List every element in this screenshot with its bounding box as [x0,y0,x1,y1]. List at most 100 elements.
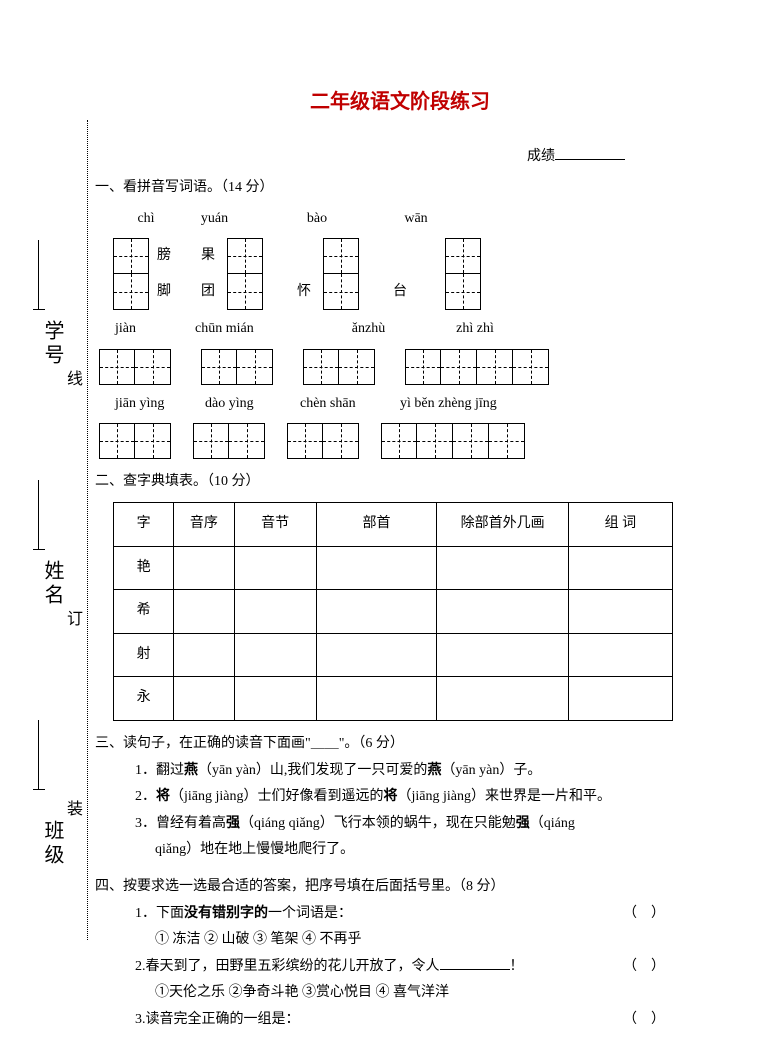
section-1: 一、看拼音写词语。（14 分） chì yuán bào wān 膀 脚 果 团 [95,175,705,459]
table-cell[interactable] [174,677,234,721]
tianzige-box[interactable] [453,423,489,459]
table-cell: 艳 [114,546,174,590]
answer-paren[interactable]: （ ） [623,901,665,928]
tianzige-box[interactable] [323,238,359,274]
table-cell[interactable] [316,546,437,590]
tianzige-box[interactable] [445,274,481,310]
table-cell: 希 [114,590,174,634]
text: （jiāng jiàng）来世界是一片和平。 [398,789,612,804]
table-cell[interactable] [568,677,672,721]
table-cell[interactable] [174,633,234,677]
pinyin: jiān yìng [115,391,205,418]
tianzige-box[interactable] [513,349,549,385]
answer-paren[interactable]: （ ） [623,1007,665,1034]
char-hint [393,243,407,270]
tianzige-box[interactable] [99,423,135,459]
tianzige-box[interactable] [441,349,477,385]
tianzige-box[interactable] [135,423,171,459]
margin-label-class: 班级 [38,820,67,868]
tianzige-box[interactable] [303,349,339,385]
tianzige-box[interactable] [445,238,481,274]
score-blank[interactable] [555,144,625,160]
table-cell[interactable] [234,677,316,721]
text: （qiáng qiǎng）飞行本领的蜗牛，现在只能勉 [240,816,516,831]
section-4-heading: 四、按要求选一选最合适的答案，把序号填在后面括号里。（8 分） [95,874,705,901]
tianzige-box[interactable] [229,423,265,459]
bold-char: 将 [384,789,398,804]
tianzige-box[interactable] [417,423,453,459]
tianzige-box[interactable] [339,349,375,385]
q4-1-opts: ① 冻洁 ② 山破 ③ 笔架 ④ 不再乎 [155,927,705,954]
table-cell[interactable] [568,633,672,677]
pinyin: chūn mián [195,316,305,343]
tianzige-box[interactable] [381,423,417,459]
tianzige-box[interactable] [237,349,273,385]
margin-char-ding: 订 [60,610,84,626]
text: （jiāng jiàng）士们好像看到遥远的 [170,789,384,804]
tianzige-box[interactable] [489,423,525,459]
table-cell[interactable] [568,546,672,590]
table-cell[interactable] [234,633,316,677]
q3-3-cont: qiǎng）地在地上慢慢地爬行了。 [155,837,705,864]
margin-slot [38,720,39,790]
bold-text: 没有错别字的 [184,906,268,921]
table-cell: 永 [114,677,174,721]
tianzige-box[interactable] [323,423,359,459]
section-4: 四、按要求选一选最合适的答案，把序号填在后面括号里。（8 分） 1．下面没有错别… [95,874,705,1034]
text: 一个词语是： [268,906,352,921]
table-header: 除部首外几画 [437,502,569,546]
margin-char-xian: 线 [60,370,84,386]
tianzige-box[interactable] [201,349,237,385]
pinyin: chèn shān [300,391,400,418]
char-hint: 台 [393,279,407,306]
pinyin: zhì zhì [425,316,525,343]
table-cell[interactable] [316,633,437,677]
margin-char-zhuang: 装 [60,800,84,816]
text: 2． [135,789,156,804]
tianzige-box[interactable] [227,238,263,274]
bold-char: 燕 [184,763,198,778]
table-cell[interactable] [174,546,234,590]
text: （qiáng [530,816,575,831]
char-hint [297,243,311,270]
tianzige-box[interactable] [477,349,513,385]
table-cell[interactable] [316,590,437,634]
table-cell[interactable] [234,546,316,590]
tianzige-box[interactable] [113,238,149,274]
page-title: 二年级语文阶段练习 [95,85,705,114]
pinyin: wān [372,206,460,233]
table-cell[interactable] [437,677,569,721]
text: （yān yàn）子。 [441,763,541,778]
answer-paren[interactable]: （ ） [623,954,665,981]
tianzige-box[interactable] [227,274,263,310]
q3-3: 3．曾经有着高强（qiáng qiǎng）飞行本领的蜗牛，现在只能勉强（qián… [135,811,705,838]
tianzige-box[interactable] [193,423,229,459]
margin-slot [38,480,39,550]
section-2-heading: 二、查字典填表。（10 分） [95,469,705,496]
table-cell[interactable] [437,590,569,634]
pinyin: yuán [167,206,262,233]
table-cell[interactable] [316,677,437,721]
blank[interactable] [440,954,510,970]
char-hint: 团 [201,279,215,306]
table-header: 字 [114,502,174,546]
table-cell[interactable] [437,633,569,677]
tianzige-box[interactable] [135,349,171,385]
tianzige-box[interactable] [405,349,441,385]
pinyin: bào [262,206,372,233]
table-cell[interactable] [437,546,569,590]
table-cell: 射 [114,633,174,677]
table-cell[interactable] [174,590,234,634]
tianzige-box[interactable] [323,274,359,310]
bold-char: 强 [516,816,530,831]
pinyin: chì [125,206,167,233]
tianzige-box[interactable] [113,274,149,310]
tianzige-box[interactable] [287,423,323,459]
q3-2: 2．将（jiāng jiàng）士们好像看到遥远的将（jiāng jiàng）来… [135,784,705,811]
table-header: 部首 [316,502,437,546]
table-cell[interactable] [568,590,672,634]
text: 1．下面 [135,906,184,921]
tianzige-box[interactable] [99,349,135,385]
text: 1．翻过 [135,763,184,778]
table-cell[interactable] [234,590,316,634]
